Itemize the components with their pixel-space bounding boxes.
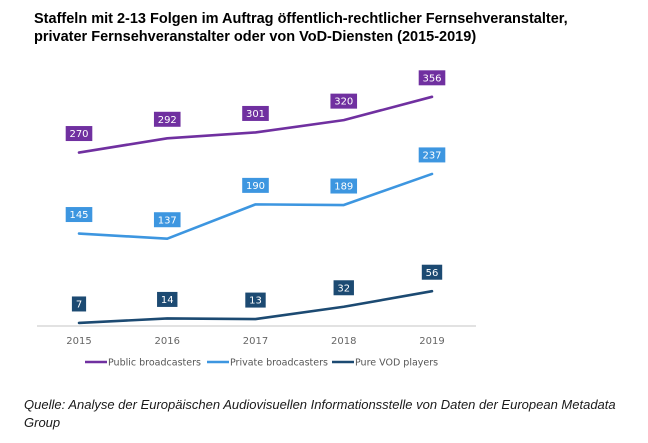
data-label-text: 320 [334,97,353,108]
x-tick-label: 2017 [243,336,268,347]
data-label: 14 [157,291,178,307]
legend-label: Pure VOD players [355,358,438,369]
x-axis: 2015 2016 2017 2018 2019 [37,325,476,347]
data-label-text: 137 [158,215,177,226]
legend: Public broadcasters Private broadcasters P… [85,358,438,369]
data-label-text: 14 [161,295,174,306]
data-label-box [65,126,93,142]
data-label: 356 [418,70,446,86]
data-label: 7 [71,296,87,312]
data-label: 32 [333,280,354,296]
data-label-text: 270 [69,129,88,140]
data-label: 190 [242,177,269,193]
data-label-box [418,147,446,163]
data-label-box [421,264,443,280]
data-label-box [242,105,269,121]
data-label-text: 189 [334,182,353,193]
x-tick-label: 2015 [66,336,91,347]
legend-item: Pure VOD players [332,358,438,369]
data-label-text: 356 [422,73,441,84]
legend-item: Public broadcasters [85,358,201,369]
series-line-1 [77,172,434,241]
data-label-box [153,111,181,127]
data-label-box [333,280,354,296]
data-label-text: 292 [158,115,177,126]
series-line-0 [77,95,434,154]
data-label-box [71,296,87,312]
data-label-box [242,177,269,193]
series-line-2 [77,289,434,325]
chart-title-line-2: privater Fernsehveranstalter oder von Vo… [34,29,477,45]
x-tick-label: 2018 [331,336,356,347]
legend-label: Private broadcasters [230,358,328,369]
x-tick-label: 2016 [155,336,180,347]
data-label-box [157,291,178,307]
data-label: 320 [330,93,358,109]
x-tick-label: 2019 [419,336,444,347]
data-label: 56 [421,264,443,280]
legend-item: Private broadcasters [207,358,328,369]
chart-title: Staffeln mit 2-13 Folgen im Auftrag öffe… [34,10,634,46]
data-label: 270 [65,126,93,142]
data-label-box [330,178,358,194]
data-label-text: 56 [426,268,439,279]
data-label: 137 [153,212,181,228]
series-lines [77,95,434,325]
data-label: 237 [418,147,446,163]
chart-title-line-1: Staffeln mit 2-13 Folgen im Auftrag öffe… [34,11,568,27]
data-label-text: 145 [69,210,88,221]
data-label-box [65,207,93,223]
data-label-text: 32 [337,283,350,294]
data-label-box [418,70,446,86]
data-label-text: 301 [246,109,265,120]
data-label-box [245,292,266,308]
source-note: Quelle: Analyse der Europäischen Audiovi… [24,397,616,430]
data-labels: 270 292 301 320 356 145 137 190 189 237 7 14 13 32 56 [65,70,446,312]
data-label: 145 [65,207,93,223]
legend-label: Public broadcasters [108,358,201,369]
data-label-box [330,93,358,109]
data-label-box [153,212,181,228]
data-label-text: 237 [422,151,441,162]
data-label-text: 7 [76,300,82,311]
data-label: 301 [242,105,269,121]
data-label: 189 [330,178,358,194]
data-label: 13 [245,292,266,308]
data-label-text: 13 [249,296,262,307]
data-label: 292 [153,111,181,127]
data-label-text: 190 [246,181,265,192]
